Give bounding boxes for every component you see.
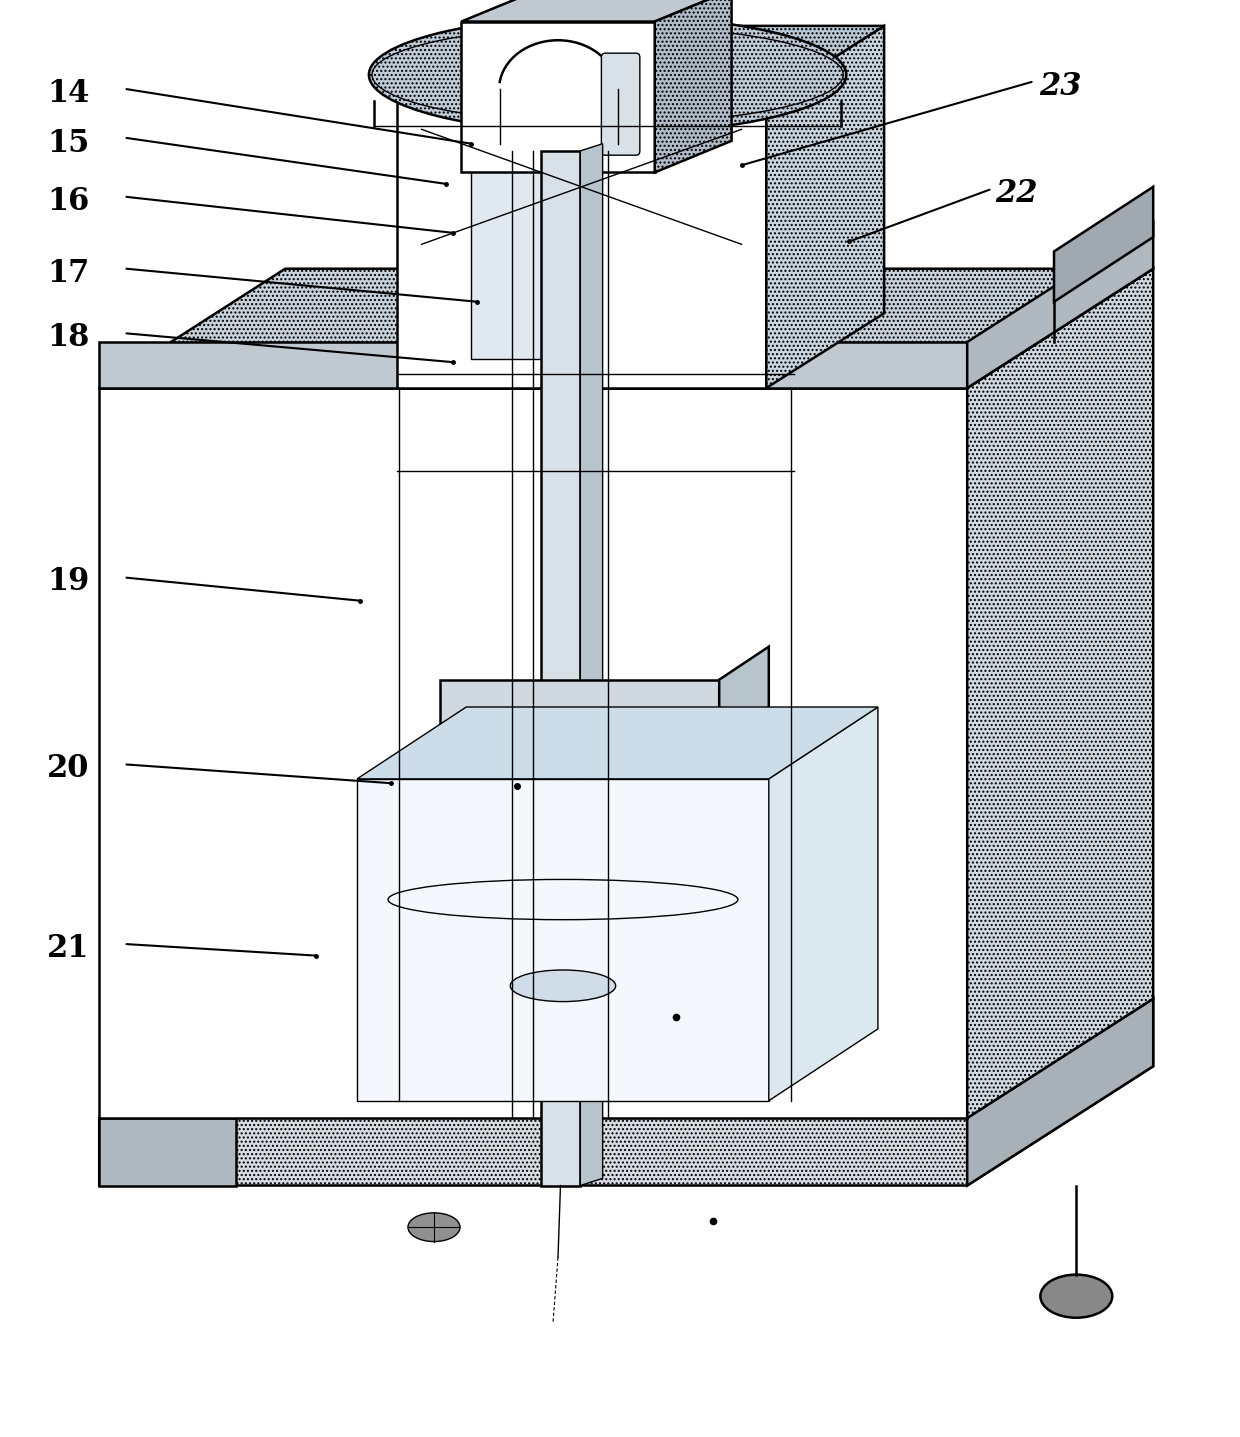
Text: 23: 23 — [1039, 70, 1081, 102]
Polygon shape — [357, 779, 769, 1101]
Text: 14: 14 — [47, 78, 89, 109]
Polygon shape — [99, 999, 1153, 1186]
Polygon shape — [461, 22, 655, 172]
Text: 19: 19 — [47, 566, 89, 598]
Text: 16: 16 — [47, 185, 89, 217]
Polygon shape — [397, 101, 766, 388]
Polygon shape — [397, 26, 884, 101]
Polygon shape — [541, 151, 580, 1186]
Polygon shape — [99, 269, 1153, 388]
Polygon shape — [766, 26, 884, 388]
Polygon shape — [99, 1118, 236, 1186]
Text: 21: 21 — [47, 933, 89, 964]
Polygon shape — [967, 999, 1153, 1186]
Polygon shape — [719, 647, 769, 769]
Polygon shape — [471, 115, 546, 359]
Polygon shape — [967, 223, 1153, 388]
Ellipse shape — [370, 16, 847, 134]
Polygon shape — [655, 0, 732, 172]
Polygon shape — [440, 680, 719, 769]
Ellipse shape — [408, 1213, 460, 1242]
Text: 22: 22 — [996, 178, 1038, 210]
Polygon shape — [1054, 187, 1153, 302]
Polygon shape — [967, 269, 1153, 1118]
FancyBboxPatch shape — [486, 754, 548, 875]
Ellipse shape — [510, 970, 615, 1002]
Text: 17: 17 — [47, 257, 89, 289]
Ellipse shape — [1040, 1275, 1112, 1318]
Text: 20: 20 — [47, 753, 89, 785]
Polygon shape — [769, 707, 878, 1101]
Polygon shape — [461, 0, 732, 22]
Polygon shape — [99, 342, 967, 388]
Text: 18: 18 — [47, 322, 89, 354]
FancyBboxPatch shape — [601, 53, 640, 155]
Polygon shape — [357, 707, 878, 779]
Polygon shape — [580, 144, 603, 1186]
Text: 15: 15 — [47, 128, 89, 160]
Polygon shape — [99, 388, 967, 1118]
